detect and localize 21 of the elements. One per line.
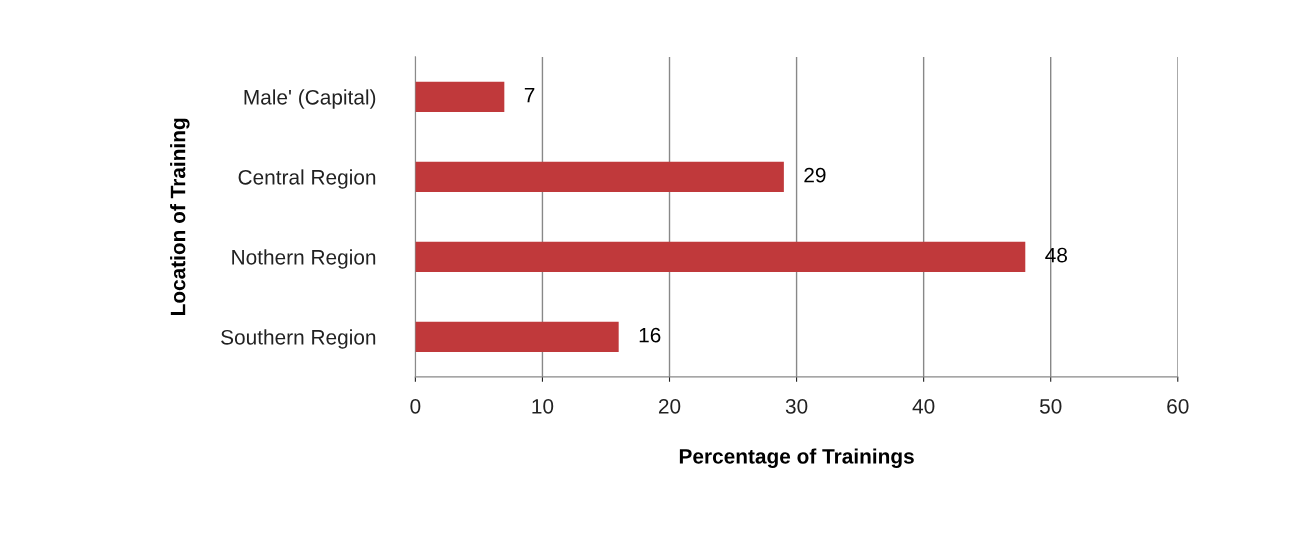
y-tick-label: Central Region	[238, 169, 376, 189]
x-tick-label: 60	[1167, 398, 1189, 414]
x-tick-label: 50	[1039, 398, 1062, 414]
x-tick-label: 30	[785, 398, 808, 414]
y-axis-title: Location of Training	[170, 118, 190, 316]
x-tick-label: 20	[658, 398, 681, 414]
y-tick-label: Nothern Region	[232, 249, 376, 269]
y-tick-label: Male' (Capital)	[244, 89, 376, 109]
data-label: 48	[1045, 247, 1067, 263]
bar	[415, 241, 1026, 273]
data-label: 29	[804, 167, 826, 183]
y-tick-label: Southern Region	[221, 329, 376, 349]
bar	[415, 321, 619, 353]
bar	[415, 161, 784, 193]
data-label: 7	[524, 87, 535, 103]
bar	[415, 81, 505, 113]
x-tick-label: 10	[532, 398, 554, 414]
x-tick-label: 0	[410, 398, 421, 414]
data-label: 16	[639, 327, 661, 343]
x-axis-title: Percentage of Trainings	[679, 448, 914, 468]
x-tick-label: 40	[912, 398, 935, 414]
